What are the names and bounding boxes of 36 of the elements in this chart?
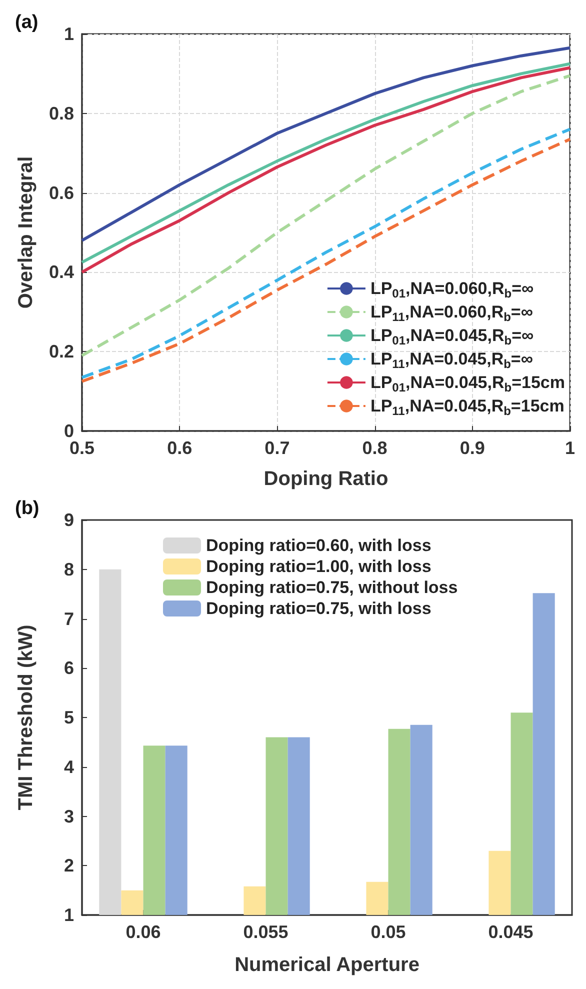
y-tick-label: 0 [64,421,74,441]
x-tick-label: 0.045 [488,922,534,942]
y-tick-label: 0.6 [48,182,74,203]
x-axis-title: Doping Ratio [264,468,388,490]
y-tick-label: 5 [64,708,74,728]
x-tick-label: 0.5 [69,438,95,458]
y-tick-label: 0.8 [48,103,74,124]
x-tick-label: 1 [564,438,575,458]
y-tick-label: 1 [64,905,74,925]
x-tick-label: 0.9 [460,438,485,458]
x-axis-title: Numerical Aperture [234,954,420,976]
y-tick-label: 0.2 [48,342,74,362]
y-axis-title: Overlap Integral [15,156,37,309]
y-axis-title: TMI Threshold (kW) [15,624,37,810]
y-tick-label: 1 [64,24,74,44]
x-tick-label: 0.05 [370,922,406,942]
y-tick-label: 0.4 [48,262,74,282]
y-tick-label: 3 [64,806,74,826]
y-tick-label: 6 [64,658,74,678]
legend-label: Doping ratio=0.75, without loss [206,578,458,597]
y-tick-label: 8 [64,559,74,580]
y-tick-label: 4 [64,756,74,777]
x-tick-label: 0.6 [167,438,192,458]
legend-label: Doping ratio=0.60, with loss [206,536,432,555]
x-tick-label: 0.055 [243,922,288,942]
chart-title: (a) [15,12,38,33]
y-tick-label: 7 [64,608,74,629]
x-tick-label: 0.7 [264,438,290,458]
legend-label: Doping ratio=1.00, with loss [206,557,432,576]
line-series [80,46,572,242]
chart-title: (b) [15,498,40,519]
x-tick-label: 0.06 [126,922,161,942]
y-tick-label: 9 [64,510,74,530]
y-tick-label: 2 [64,856,74,876]
legend-label: Doping ratio=0.75, with loss [206,599,432,618]
x-tick-label: 0.8 [362,438,388,458]
